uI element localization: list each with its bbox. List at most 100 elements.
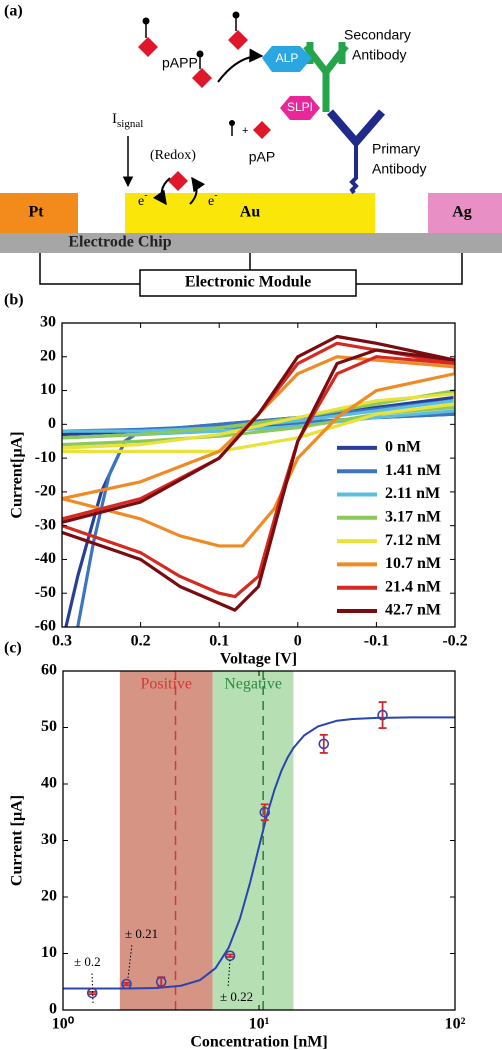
legend-label: 0 nM <box>385 439 421 456</box>
x-axis-title: Concentration [nM] <box>190 1034 327 1050</box>
dot <box>196 50 204 58</box>
y-tick-label: 60 <box>41 662 57 679</box>
diagram: (a) Electrode Chip Pt Au Ag Electronic M… <box>0 3 502 297</box>
y-tick-label: 20 <box>41 888 57 905</box>
y-tick-label: 0 <box>48 415 56 432</box>
chart: (c) Concentration [nM] Current [µA] Positiv… <box>4 640 466 1050</box>
y-tick-label: 50 <box>41 718 57 735</box>
y-tick-label: 10 <box>40 381 56 398</box>
y-tick-label: -60 <box>35 618 56 635</box>
x-tick-label: 10¹ <box>249 1016 270 1033</box>
y-tick-label: 30 <box>41 831 57 848</box>
alp <box>262 46 312 72</box>
electrode-label: Au <box>240 204 261 221</box>
y-tick-label: -30 <box>35 516 56 533</box>
data-point <box>377 709 388 721</box>
x-tick-label: 10² <box>445 1016 466 1033</box>
y-axis-title: Current[µA] <box>9 431 26 518</box>
diamond <box>228 30 248 50</box>
module-box <box>139 269 357 297</box>
legend-label: 3.17 nM <box>385 508 441 525</box>
legend: 0 nM 1.41 nM 2.11 nM 3.17 nM 7.12 nM 10.7 nM 2… <box>337 439 441 619</box>
dot <box>229 120 235 126</box>
region <box>212 671 294 1010</box>
electron-base: e <box>138 194 144 209</box>
legend-label: 10.7 nM <box>385 555 441 572</box>
y-tick-label: 10 <box>41 944 57 961</box>
legend-label: 7.12 nM <box>385 532 441 549</box>
x-tick-label: -0.2 <box>442 633 467 650</box>
plot-area <box>62 334 455 627</box>
wire <box>39 253 463 285</box>
primary-label: Antibody <box>372 161 426 177</box>
secondary-antibody <box>303 42 349 112</box>
electrode-label: Pt <box>28 204 44 221</box>
pt-electrode <box>0 193 78 233</box>
annotation: ± 0.2 <box>74 954 101 969</box>
axes-frame <box>61 322 456 628</box>
cv-curve <box>62 392 455 453</box>
data-point <box>155 976 167 988</box>
x-tick-label: 0.3 <box>52 633 72 650</box>
region-label: Negative <box>224 676 282 693</box>
module-label: Electronic Module <box>185 274 311 291</box>
panel-label: (c) <box>4 640 22 657</box>
y-tick-label: 0 <box>49 1001 57 1018</box>
y-axis-title: Current [µA] <box>9 795 26 886</box>
panel-label: (b) <box>4 292 24 309</box>
y-tick-label: -10 <box>35 449 56 466</box>
x-tick-label: 0.2 <box>131 633 151 650</box>
chip-label: Electrode Chip <box>68 234 171 251</box>
reaction-arrow <box>217 48 264 83</box>
diamond <box>253 121 271 139</box>
data-point <box>121 978 132 990</box>
x-axis-title: Voltage [V] <box>220 651 297 668</box>
annotation-leader <box>127 943 133 979</box>
primary-label: Primary <box>372 141 420 157</box>
electrode-chip <box>0 233 502 253</box>
alp-label: ALP <box>276 51 299 65</box>
annotation-leader <box>91 971 94 1004</box>
diamond <box>168 171 188 191</box>
electron-label: e- <box>208 190 218 209</box>
plus: + <box>242 125 248 137</box>
diamond <box>138 37 158 57</box>
data-point <box>318 738 330 750</box>
plot-area <box>63 671 455 1010</box>
slpi-label: SLPI <box>287 100 313 114</box>
redox-arrow <box>152 177 171 206</box>
pAPP-label: pAPP <box>162 55 198 71</box>
x-tick-label: -0.1 <box>364 633 389 650</box>
legend-label: 2.11 nM <box>385 485 440 502</box>
x-tick-label: 10⁰ <box>52 1016 75 1033</box>
y-tick-label: -20 <box>35 483 56 500</box>
molecules <box>138 30 271 191</box>
y-tick-label: -40 <box>35 550 56 567</box>
y-tick-label: 20 <box>40 347 56 364</box>
region <box>119 671 213 1010</box>
y-tick-label: 30 <box>40 314 56 331</box>
dot <box>142 17 150 25</box>
y-tick-label: 40 <box>41 775 57 792</box>
diamond <box>192 68 212 88</box>
primary-antibody <box>326 109 386 149</box>
legend-label: 21.4 nM <box>385 578 441 595</box>
slpi <box>280 96 320 120</box>
redox-arrow <box>189 176 206 205</box>
fit-curve <box>63 716 455 990</box>
primary-stem <box>349 142 359 195</box>
signal-main: I <box>112 111 117 127</box>
electron-label: e- <box>138 190 148 209</box>
x-tick-label: 0 <box>294 633 302 650</box>
phosphate-heads <box>142 11 240 126</box>
legend-label: 42.7 nM <box>385 602 441 619</box>
signal-sub: signal <box>117 118 143 130</box>
annotation: ± 0.21 <box>125 926 158 941</box>
redox-label: (Redox) <box>150 148 196 163</box>
y-tick-label: -50 <box>35 584 56 601</box>
dot <box>232 11 240 19</box>
region-label: Positive <box>140 676 192 693</box>
electron-sup: - <box>214 190 217 201</box>
legend-label: 1.41 nM <box>385 462 441 479</box>
